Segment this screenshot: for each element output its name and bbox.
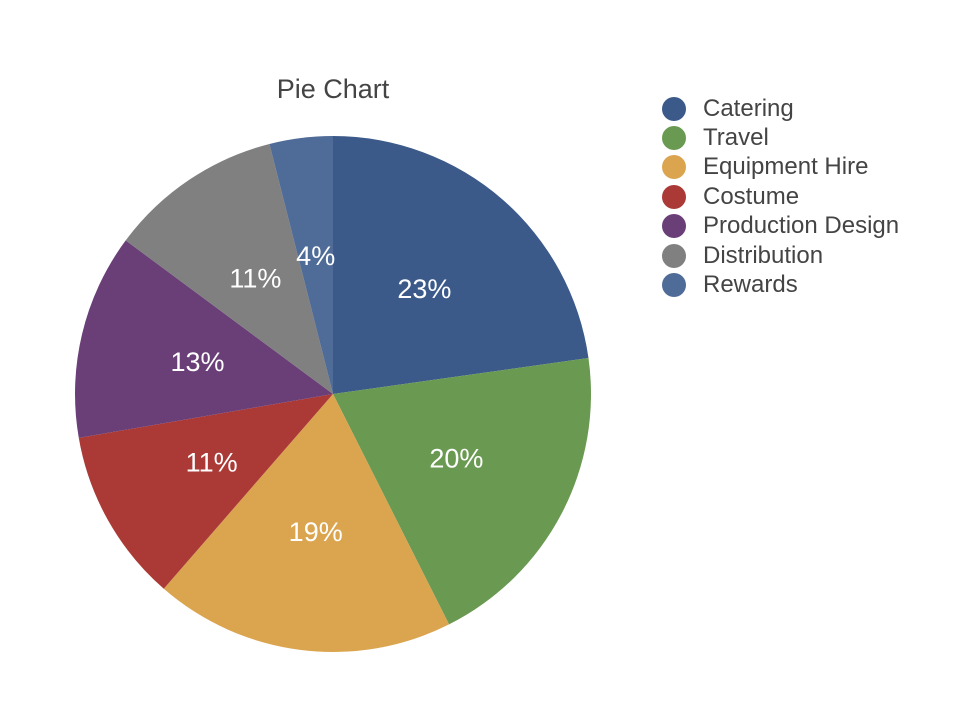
legend-item-catering: Catering bbox=[662, 94, 899, 123]
legend-label-catering: Catering bbox=[703, 94, 794, 122]
pie-slice-travel bbox=[333, 358, 592, 625]
legend-swatch-production-design bbox=[662, 214, 686, 239]
data-label-equipment-hire: 19% bbox=[289, 517, 343, 547]
pie-labels: 23% 20% 19% 11% 13% 11% 4% bbox=[170, 241, 483, 547]
legend-label-production-design: Production Design bbox=[703, 212, 900, 240]
legend-label-travel: Travel bbox=[703, 124, 769, 152]
legend-item-rewards: Rewards bbox=[662, 270, 899, 299]
legend-item-distribution: Distribution bbox=[662, 241, 899, 270]
legend-swatch-catering bbox=[662, 96, 686, 121]
pie-slice-rewards bbox=[269, 136, 333, 394]
legend: Catering Travel Equipment Hire Costume Produ… bbox=[662, 94, 899, 300]
legend-swatch-rewards bbox=[662, 273, 686, 298]
pie-slice-catering bbox=[333, 136, 589, 394]
pie-slice-costume bbox=[78, 394, 334, 589]
pie-slice-distribution bbox=[125, 143, 333, 394]
legend-label-equipment-hire: Equipment Hire bbox=[703, 153, 869, 181]
chart-title: Pie Chart bbox=[276, 74, 390, 104]
legend-label-distribution: Distribution bbox=[703, 241, 824, 269]
data-label-travel: 20% bbox=[429, 444, 483, 474]
data-label-catering: 23% bbox=[397, 274, 451, 304]
legend-item-equipment-hire: Equipment Hire bbox=[662, 153, 899, 182]
legend-label-rewards: Rewards bbox=[703, 271, 798, 299]
data-label-costume: 11% bbox=[186, 447, 238, 477]
legend-swatch-travel bbox=[662, 126, 686, 151]
legend-swatch-costume bbox=[662, 184, 686, 209]
data-label-rewards: 4% bbox=[296, 241, 335, 271]
legend-item-production-design: Production Design bbox=[662, 212, 899, 241]
pie-slice-production-design bbox=[75, 240, 333, 438]
pie-slices bbox=[75, 136, 592, 652]
legend-label-costume: Costume bbox=[703, 182, 800, 210]
legend-swatch-equipment-hire bbox=[662, 155, 686, 180]
pie-slice-equipment-hire bbox=[163, 394, 450, 652]
data-label-production-design: 13% bbox=[170, 347, 224, 377]
legend-item-travel: Travel bbox=[662, 123, 899, 152]
data-label-distribution: 11% bbox=[229, 263, 281, 293]
legend-item-costume: Costume bbox=[662, 182, 899, 211]
legend-swatch-distribution bbox=[662, 243, 686, 268]
